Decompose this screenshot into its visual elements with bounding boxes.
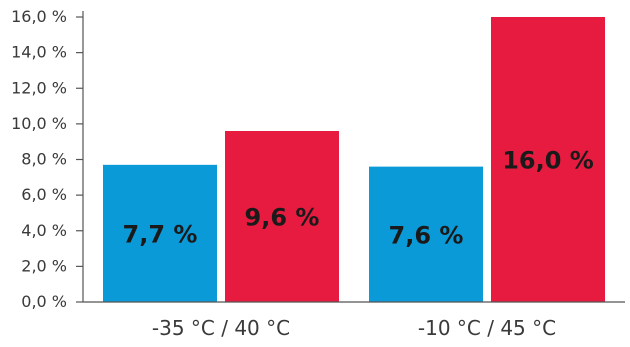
y-tick-label: 0,0 %	[21, 292, 67, 311]
y-tick-label: 14,0 %	[11, 43, 67, 62]
bar	[369, 166, 483, 302]
y-tick-label: 6,0 %	[21, 185, 67, 204]
bar-value-label: 16,0 %	[502, 147, 594, 175]
x-category-label: -10 °C / 45 °C	[418, 316, 556, 340]
data-labels: 7,7 % 9,6 % 7,6 % 16,0 %	[123, 147, 594, 250]
bar	[491, 17, 605, 302]
y-axis-ticks: 0,0 % 2,0 % 4,0 % 6,0 % 8,0 % 10,0 % 12,0 % 14,…	[11, 7, 83, 311]
y-tick-label: 4,0 %	[21, 221, 67, 240]
bar	[225, 131, 339, 302]
bar-value-label: 7,6 %	[389, 221, 464, 249]
y-tick-label: 2,0 %	[21, 256, 67, 275]
y-tick-label: 16,0 %	[11, 7, 67, 26]
bar-value-label: 7,7 %	[123, 220, 198, 248]
y-tick-label: 10,0 %	[11, 114, 67, 133]
bar-value-label: 9,6 %	[245, 204, 320, 232]
x-category-label: -35 °C / 40 °C	[152, 316, 290, 340]
y-tick-label: 12,0 %	[11, 78, 67, 97]
bars	[103, 17, 605, 302]
x-axis-categories: -35 °C / 40 °C -10 °C / 45 °C	[152, 316, 556, 340]
bar	[103, 164, 217, 302]
y-tick-label: 8,0 %	[21, 150, 67, 169]
